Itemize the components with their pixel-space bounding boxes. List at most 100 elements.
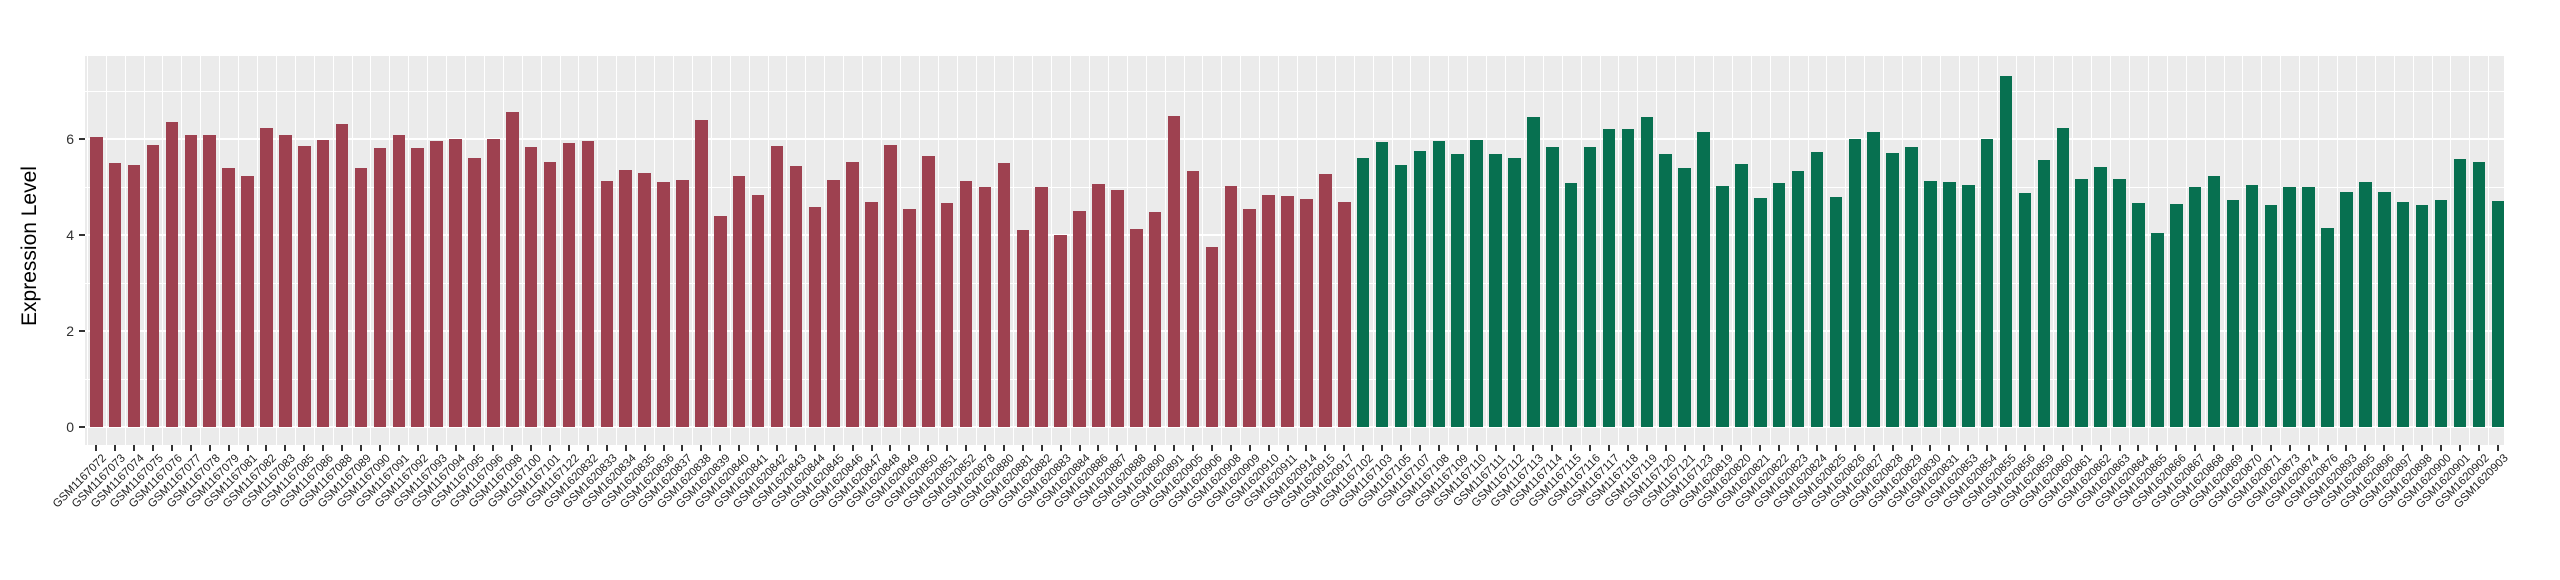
bar	[2207, 176, 2221, 427]
bar	[2245, 184, 2259, 427]
bar	[1451, 154, 1464, 427]
vertical-gridline	[1864, 56, 1866, 445]
vertical-gridline	[332, 56, 334, 445]
vertical-gridline	[1996, 56, 1998, 445]
vertical-gridline	[1013, 56, 1015, 445]
bar	[90, 136, 103, 427]
vertical-gridline	[1618, 56, 1620, 445]
bar	[430, 141, 443, 427]
x-tick-mark	[2042, 445, 2045, 451]
vertical-gridline	[370, 56, 372, 445]
x-tick-mark	[1002, 445, 1005, 451]
x-tick-mark	[1797, 445, 1800, 451]
x-tick-mark	[1834, 445, 1837, 451]
bar	[2264, 204, 2278, 427]
y-tick-mark	[79, 330, 85, 332]
vertical-gridline	[2393, 56, 2395, 445]
bar	[600, 180, 614, 427]
bar	[1224, 185, 1238, 427]
x-tick-mark	[2477, 445, 2480, 451]
x-tick-mark	[1702, 445, 1705, 451]
x-tick-mark	[2232, 445, 2235, 451]
x-tick-mark	[2440, 445, 2443, 451]
x-tick-mark	[719, 445, 722, 451]
x-tick-mark	[1173, 445, 1176, 451]
x-tick-mark	[1683, 445, 1686, 451]
bar	[978, 187, 992, 427]
bar	[449, 138, 462, 427]
x-tick-mark	[2307, 445, 2310, 451]
vertical-gridline	[1750, 56, 1752, 445]
vertical-gridline	[427, 56, 429, 445]
bar	[676, 179, 689, 427]
x-tick-mark	[114, 445, 117, 451]
vertical-gridline	[2261, 56, 2263, 445]
bar	[2132, 202, 2145, 427]
x-tick-mark	[1059, 445, 1062, 451]
bar	[959, 180, 973, 427]
vertical-gridline	[1505, 56, 1506, 445]
x-tick-mark	[303, 445, 306, 451]
x-tick-mark	[1721, 445, 1724, 451]
x-tick-mark	[1740, 445, 1743, 451]
x-tick-mark	[2402, 445, 2405, 451]
x-tick-mark	[927, 445, 930, 451]
bar	[2453, 158, 2467, 427]
vertical-gridline	[1070, 56, 1072, 445]
vertical-gridline	[899, 56, 901, 445]
x-tick-mark	[1551, 445, 1554, 451]
x-tick-mark	[151, 445, 154, 451]
bar	[1130, 229, 1143, 427]
x-tick-mark	[1872, 445, 1875, 451]
vertical-gridline	[1788, 56, 1790, 445]
vertical-gridline	[351, 56, 353, 445]
bar	[2359, 182, 2372, 427]
vertical-gridline	[1599, 56, 1601, 445]
vertical-gridline	[2431, 56, 2433, 445]
x-tick-mark	[227, 445, 230, 451]
x-tick-mark	[2345, 445, 2348, 451]
x-tick-mark	[95, 445, 98, 451]
x-tick-mark	[889, 445, 892, 451]
y-tick-mark	[79, 426, 85, 428]
x-tick-mark	[983, 445, 986, 451]
y-tick-label: 4	[66, 227, 74, 243]
y-tick-label: 2	[66, 323, 74, 339]
bar	[922, 155, 935, 427]
bar	[1848, 139, 1862, 427]
bar	[827, 179, 840, 427]
x-tick-mark	[133, 445, 136, 451]
vertical-gridline	[1202, 56, 1204, 445]
vertical-gridline	[1731, 56, 1733, 445]
x-tick-mark	[246, 445, 249, 451]
x-tick-mark	[1589, 445, 1592, 451]
bar	[1697, 132, 1710, 427]
x-tick-mark	[2496, 445, 2499, 451]
bar	[298, 146, 311, 427]
vertical-gridline	[1580, 56, 1582, 445]
vertical-gridline	[2072, 56, 2074, 445]
horizontal-minor-gridline	[85, 379, 2504, 380]
vertical-gridline	[124, 56, 126, 445]
bar	[2434, 200, 2448, 427]
vertical-gridline	[1032, 56, 1034, 445]
vertical-gridline	[1883, 56, 1885, 445]
bar	[487, 139, 500, 427]
vertical-gridline	[1259, 56, 1261, 445]
vertical-gridline	[2091, 56, 2093, 445]
bar	[1356, 158, 1370, 427]
bar	[1186, 171, 1200, 427]
vertical-gridline	[143, 56, 145, 445]
vertical-gridline	[2280, 56, 2282, 445]
bar	[1791, 170, 1805, 427]
x-tick-mark	[2269, 445, 2272, 451]
x-tick-mark	[643, 445, 646, 451]
bar	[1016, 230, 1030, 427]
bar	[524, 147, 538, 427]
bar	[1980, 139, 1994, 427]
vertical-gridline	[1769, 56, 1771, 445]
bar	[2226, 200, 2240, 427]
vertical-gridline	[862, 56, 864, 445]
x-tick-mark	[775, 445, 778, 451]
